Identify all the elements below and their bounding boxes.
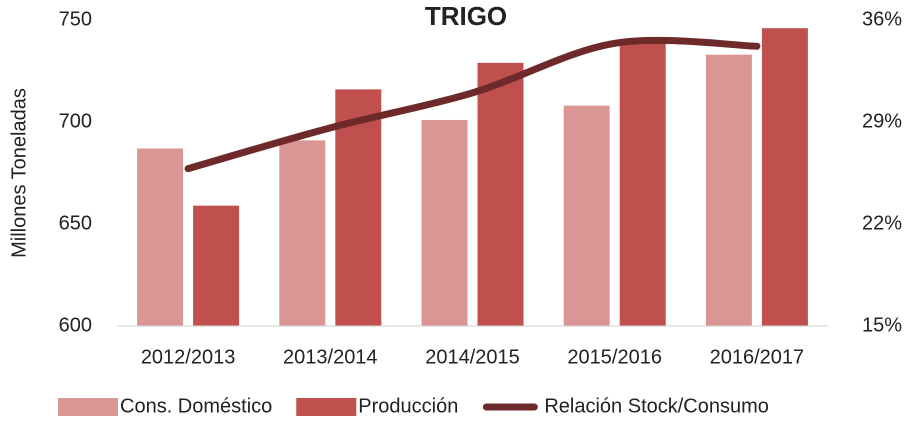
- bar: [563, 105, 610, 327]
- chart-title: TRIGO: [425, 1, 507, 31]
- y2-tick-label: 22%: [862, 212, 902, 234]
- bar: [335, 89, 382, 326]
- y-tick-label: 650: [59, 212, 92, 234]
- y2-tick-label: 36%: [862, 8, 902, 30]
- x-tick-label: 2015/2016: [567, 346, 662, 368]
- bar: [193, 205, 240, 326]
- bar: [421, 119, 468, 327]
- x-tick-label: 2013/2014: [283, 346, 378, 368]
- bar: [137, 148, 184, 326]
- x-tick-label: 2014/2015: [425, 346, 520, 368]
- bar: [761, 28, 808, 326]
- x-tick-label: 2016/2017: [710, 346, 805, 368]
- legend-label: Relación Stock/Consumo: [544, 395, 769, 417]
- x-tick-label: 2012/2013: [141, 346, 236, 368]
- y2-tick-label: 29%: [862, 110, 902, 132]
- y-axis-label: Millones Toneladas: [8, 88, 30, 258]
- y-tick-label: 700: [59, 110, 92, 132]
- y-tick-label: 750: [59, 8, 92, 30]
- y2-tick-label: 15%: [862, 314, 902, 336]
- bar: [705, 54, 752, 327]
- legend-label: Producción: [358, 395, 458, 417]
- bar: [619, 40, 666, 327]
- legend-swatch: [58, 398, 118, 416]
- bar: [279, 140, 326, 326]
- legend-swatch: [296, 398, 357, 416]
- line: [184, 36, 761, 173]
- y-tick-label: 600: [59, 314, 92, 336]
- bar: [477, 62, 524, 327]
- legend-label: Cons. Doméstico: [120, 395, 272, 417]
